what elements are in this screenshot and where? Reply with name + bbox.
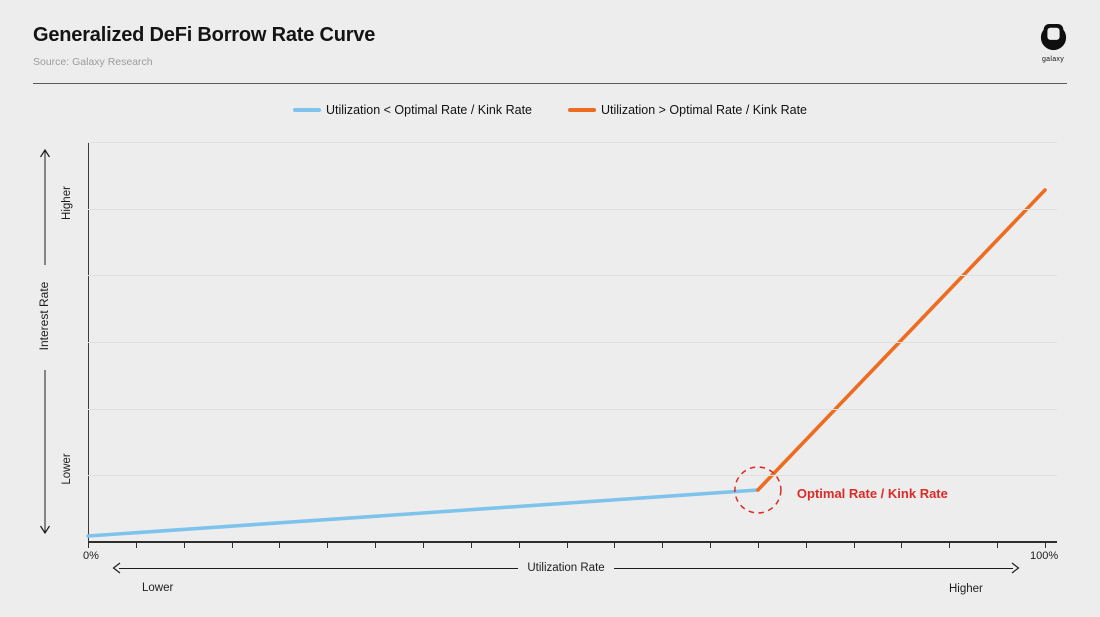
legend-swatch-orange bbox=[568, 108, 596, 112]
series-below-kink-line bbox=[86, 488, 760, 538]
source-label: Source: Galaxy Research bbox=[33, 56, 153, 68]
axis-tick bbox=[949, 542, 951, 548]
borrow-rate-curve-chart bbox=[86, 188, 1047, 538]
axis-tick bbox=[1045, 542, 1046, 548]
galaxy-logo-label: galaxy bbox=[1041, 56, 1065, 63]
left-arrowhead-icon bbox=[112, 562, 121, 574]
x-axis-max-label: 100% bbox=[1030, 550, 1059, 562]
axis-tick bbox=[710, 542, 712, 548]
x-axis-arrow: Utilization Rate bbox=[112, 561, 1020, 575]
gridline bbox=[88, 275, 1057, 276]
series-above-kink-line bbox=[756, 188, 1047, 492]
galaxy-logo: galaxy bbox=[1036, 21, 1070, 63]
axis-tick bbox=[566, 542, 568, 548]
axis-tick bbox=[662, 542, 664, 548]
plot-area bbox=[86, 142, 1057, 542]
legend-item-above-kink: Utilization > Optimal Rate / Kink Rate bbox=[568, 103, 807, 117]
axis-tick bbox=[853, 542, 855, 548]
y-axis-higher-label: Higher bbox=[61, 186, 73, 220]
kink-annotation-label: Optimal Rate / Kink Rate bbox=[796, 486, 948, 501]
axis-tick bbox=[470, 542, 472, 548]
axis-tick bbox=[422, 542, 424, 548]
galaxy-logo-icon bbox=[1039, 24, 1068, 55]
axis-tick bbox=[279, 542, 281, 548]
gridline bbox=[88, 409, 1057, 410]
y-axis-title: Interest Rate bbox=[37, 281, 51, 351]
right-arrowhead-icon bbox=[1011, 562, 1020, 574]
x-axis-ticks bbox=[88, 542, 1046, 549]
axis-tick bbox=[135, 542, 137, 548]
axis-tick bbox=[997, 542, 999, 548]
x-axis-title: Utilization Rate bbox=[527, 562, 605, 574]
header-divider bbox=[33, 83, 1067, 84]
x-axis-arrow-line-right bbox=[613, 567, 1013, 569]
kink-circle bbox=[734, 466, 782, 514]
legend-swatch-blue bbox=[293, 108, 321, 112]
axis-tick bbox=[327, 542, 329, 548]
x-axis-lower-label: Lower bbox=[142, 582, 174, 594]
axis-tick bbox=[805, 542, 807, 548]
axis-tick bbox=[231, 542, 233, 548]
gridline bbox=[88, 475, 1057, 476]
axis-tick bbox=[757, 542, 759, 548]
x-axis-higher-label: Higher bbox=[949, 583, 983, 595]
x-axis-min-label: 0% bbox=[83, 550, 99, 562]
y-axis-lower-label: Lower bbox=[61, 453, 73, 485]
page-title: Generalized DeFi Borrow Rate Curve bbox=[33, 24, 376, 46]
legend-item-below-kink: Utilization < Optimal Rate / Kink Rate bbox=[293, 103, 532, 117]
axis-tick bbox=[614, 542, 616, 548]
axis-tick bbox=[183, 542, 185, 548]
x-axis-line bbox=[88, 541, 1057, 543]
gridline bbox=[88, 209, 1057, 210]
legend: Utilization < Optimal Rate / Kink Rate U… bbox=[0, 103, 1100, 117]
axis-tick bbox=[375, 542, 377, 548]
gridline bbox=[88, 142, 1057, 143]
axis-tick bbox=[901, 542, 903, 548]
y-axis-arrow-icon bbox=[39, 148, 51, 535]
legend-item-label: Utilization > Optimal Rate / Kink Rate bbox=[601, 103, 807, 117]
x-axis-arrow-line-left bbox=[119, 567, 519, 569]
gridline bbox=[88, 342, 1057, 343]
axis-tick bbox=[88, 542, 89, 548]
legend-item-label: Utilization < Optimal Rate / Kink Rate bbox=[326, 103, 532, 117]
axis-tick bbox=[518, 542, 520, 548]
